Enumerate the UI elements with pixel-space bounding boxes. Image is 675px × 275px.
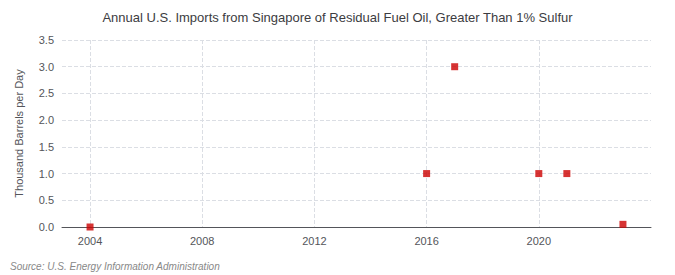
svg-text:Annual U.S. Imports from Singa: Annual U.S. Imports from Singapore of Re… xyxy=(102,10,573,25)
svg-text:3.0: 3.0 xyxy=(39,61,54,73)
svg-text:2016: 2016 xyxy=(414,235,438,247)
svg-text:2020: 2020 xyxy=(527,235,551,247)
svg-text:1.5: 1.5 xyxy=(39,141,54,153)
svg-text:0.0: 0.0 xyxy=(39,221,54,233)
svg-text:2.0: 2.0 xyxy=(39,114,54,126)
svg-text:2012: 2012 xyxy=(302,235,326,247)
svg-text:Thousand Barrels per Day: Thousand Barrels per Day xyxy=(13,69,25,198)
svg-text:2004: 2004 xyxy=(78,235,102,247)
svg-text:Source: U.S. Energy Informatio: Source: U.S. Energy Information Administ… xyxy=(10,261,220,272)
svg-text:3.5: 3.5 xyxy=(39,34,54,46)
svg-text:2008: 2008 xyxy=(190,235,214,247)
svg-text:0.5: 0.5 xyxy=(39,194,54,206)
svg-text:2.5: 2.5 xyxy=(39,87,54,99)
svg-text:1.0: 1.0 xyxy=(39,168,54,180)
